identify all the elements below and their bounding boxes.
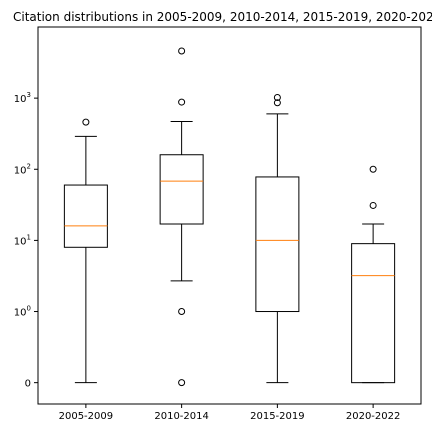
x-tick-label: 2010-2014 xyxy=(154,411,209,422)
box-2010-2014 xyxy=(159,154,204,225)
y-tick-label: 100 xyxy=(14,305,31,319)
flier-point xyxy=(82,118,90,126)
box-2005-2009 xyxy=(63,184,108,248)
y-tick-label: 103 xyxy=(14,91,31,105)
flier-point xyxy=(369,201,377,209)
flier-point xyxy=(178,379,186,387)
box-2015-2019 xyxy=(255,176,300,313)
flier-point xyxy=(273,99,281,107)
flier-point xyxy=(178,47,186,55)
y-tick-label: 101 xyxy=(14,233,31,247)
axes-frame xyxy=(37,26,422,405)
flier-point xyxy=(273,94,281,102)
flier-point xyxy=(369,165,377,173)
y-tick-label: 0 xyxy=(25,379,31,390)
chart-title: Citation distributions in 2005-2009, 201… xyxy=(13,10,432,24)
x-tick-label: 2020-2022 xyxy=(346,411,401,422)
flier-point xyxy=(178,98,186,106)
x-tick-label: 2005-2009 xyxy=(59,411,114,422)
plot-area: 0 100 101 102 103 2005-2009 2010-2014 2015-2019… xyxy=(14,26,422,422)
y-tick-label: 102 xyxy=(14,162,31,176)
x-tick-label: 2015-2019 xyxy=(250,411,305,422)
flier-point xyxy=(178,308,186,316)
box-2020-2022 xyxy=(351,243,396,384)
